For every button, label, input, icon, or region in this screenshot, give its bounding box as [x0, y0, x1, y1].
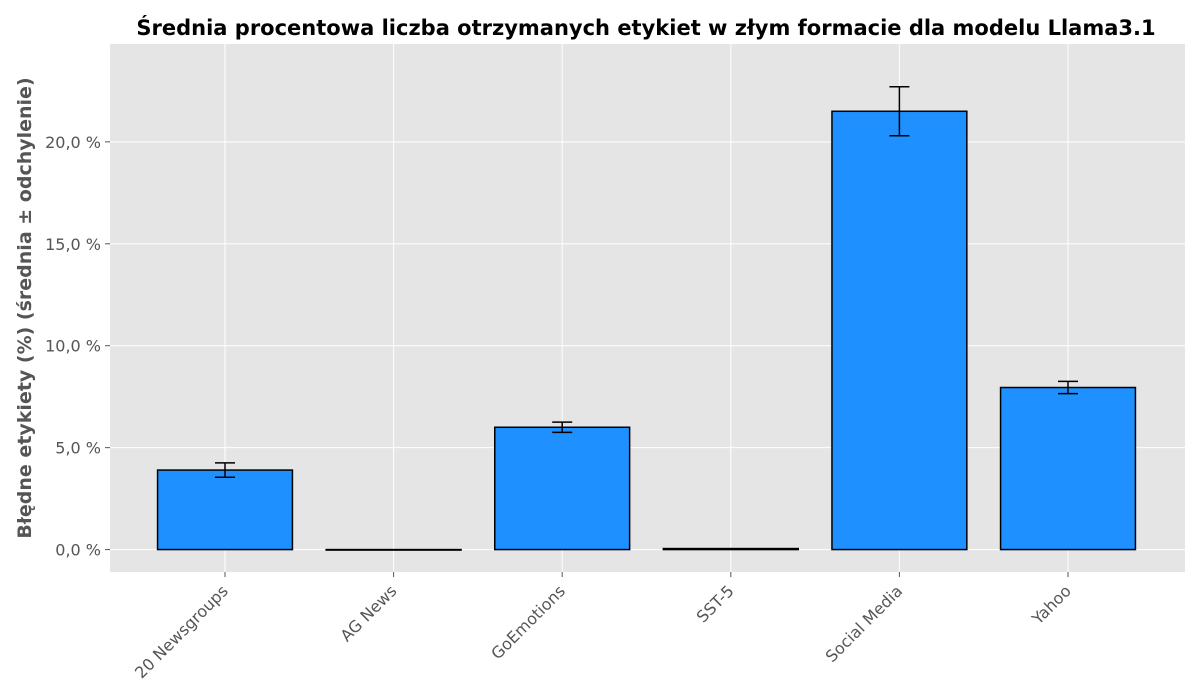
- x-tick-label: SST-5: [693, 581, 738, 626]
- x-axis: 20 Newsgroups AG News GoEmotions SST-5 Socia…: [131, 572, 1075, 682]
- chart-title: Średnia procentowa liczba otrzymanych et…: [136, 15, 1155, 40]
- bar-20-newsgroups: [156, 469, 294, 551]
- bars: [156, 86, 1137, 551]
- bar-goemotions: [494, 426, 631, 551]
- x-tick-label: AG News: [337, 581, 401, 645]
- y-tick-label: 20,0 %: [45, 133, 101, 152]
- x-tick-label: Social Media: [822, 581, 907, 666]
- bar-yahoo: [999, 386, 1137, 551]
- y-tick-label: 5,0 %: [55, 439, 101, 458]
- bar-social-media: [831, 110, 968, 551]
- x-tick-label: 20 Newsgroups: [131, 581, 232, 682]
- y-axis-label: Błędne etykiety (%) (średnia ± odchyleni…: [14, 77, 36, 538]
- bar-sst-5: [662, 547, 799, 551]
- y-tick-label: 15,0 %: [45, 235, 101, 254]
- bar-ag-news: [325, 548, 462, 551]
- x-tick-label: Yahoo: [1027, 581, 1074, 628]
- y-tick-label: 10,0 %: [45, 337, 101, 356]
- y-axis: 0,0 % 5,0 % 10,0 % 15,0 % 20,0 %: [45, 133, 110, 560]
- x-tick-label: GoEmotions: [487, 581, 569, 663]
- y-tick-label: 0,0 %: [55, 541, 101, 560]
